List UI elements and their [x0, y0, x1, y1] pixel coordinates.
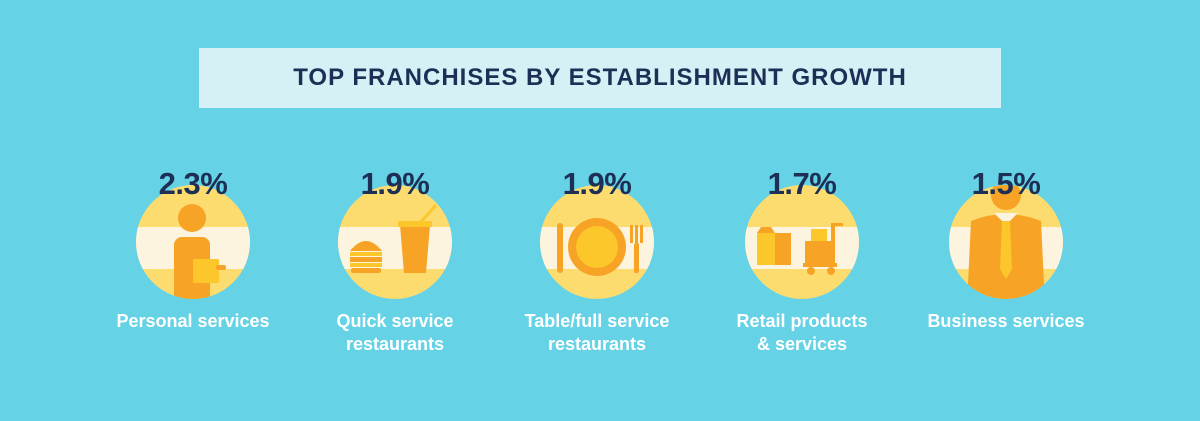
category-label: Retail products & services [736, 311, 868, 354]
category-quick-service-restaurants: 1.9% Quick service restaurants [295, 160, 495, 380]
person-icon [136, 185, 250, 299]
category-table-full-service-restaurants: 1.9% Table/full service restaurants [497, 160, 697, 380]
growth-value: 1.9% [562, 166, 632, 201]
page-title: TOP FRANCHISES BY ESTABLISHMENT GROWTH [293, 64, 907, 91]
growth-value: 2.3% [158, 166, 228, 201]
category-label: Business services [927, 311, 1085, 331]
plate-cutlery-icon [540, 185, 654, 299]
category-retail-products-services: 1.7% Retail products & services [702, 160, 902, 380]
title-banner: TOP FRANCHISES BY ESTABLISHMENT GROWTH [199, 48, 1001, 108]
businessman-icon [949, 185, 1063, 299]
category-label: Quick service restaurants [336, 311, 454, 354]
burger-drink-icon [338, 185, 452, 299]
category-label: Table/full service restaurants [524, 311, 670, 354]
category-personal-services: 2.3% Personal services [93, 160, 293, 380]
boxes-cart-icon [745, 185, 859, 299]
category-label: Personal services [116, 311, 270, 331]
growth-value: 1.5% [971, 166, 1041, 201]
growth-value: 1.7% [767, 166, 837, 201]
growth-value: 1.9% [360, 166, 430, 201]
category-business-services: 1.5% Business services [906, 160, 1106, 380]
